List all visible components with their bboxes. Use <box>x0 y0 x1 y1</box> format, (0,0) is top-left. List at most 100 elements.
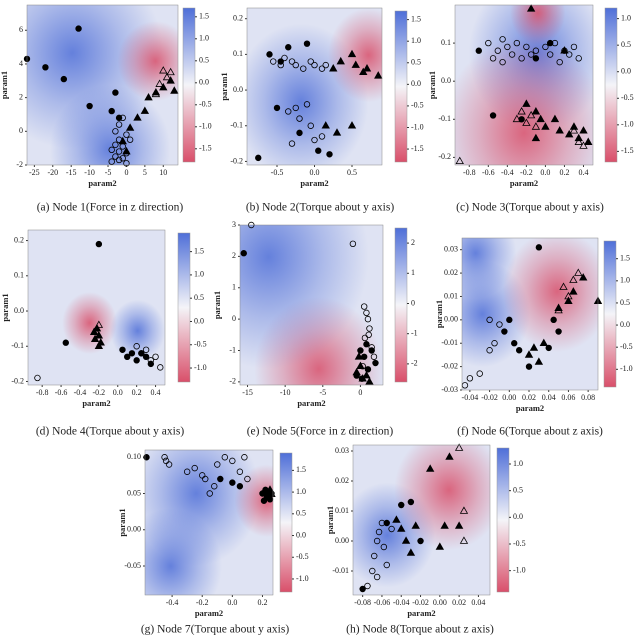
colorbar-tick-label: -1.0 <box>194 363 207 372</box>
plot-frame <box>27 229 166 386</box>
y-tick-label: 0.10 <box>127 452 141 461</box>
point <box>123 160 130 167</box>
colorbar-tick-label: -1.0 <box>620 364 633 373</box>
colorbar <box>182 7 196 163</box>
y-tick-label: 0.05 <box>127 488 141 497</box>
point <box>545 344 552 352</box>
y-tick-label: 3 <box>232 220 236 229</box>
point <box>512 114 522 123</box>
point <box>202 475 209 483</box>
point <box>363 341 370 348</box>
point <box>217 475 224 483</box>
x-tick-label: -0.8 <box>463 168 476 177</box>
y-axis-label: param1 <box>325 506 335 534</box>
point <box>229 457 236 465</box>
x-tick-label: -0.06 <box>374 598 391 607</box>
field-blob <box>510 5 566 45</box>
point <box>373 573 381 581</box>
y-axis-label: param1 <box>219 72 229 100</box>
point <box>555 328 562 335</box>
field-blob <box>117 21 178 101</box>
point <box>569 126 579 134</box>
colorbar-tick-label: 1.0 <box>411 36 421 45</box>
colorbar-tick-label: 0.0 <box>194 316 204 325</box>
colorbar <box>177 232 191 383</box>
y-tick-label: -0.1 <box>438 114 451 123</box>
point <box>359 67 368 76</box>
y-tick-label: 0.03 <box>444 245 458 254</box>
contour-field <box>28 230 165 385</box>
point <box>550 316 557 324</box>
point <box>311 136 318 144</box>
point <box>454 521 464 529</box>
point <box>486 316 493 324</box>
caption: (a) Node 1(Force in z direction) <box>37 202 184 214</box>
y-axis-label: param1 <box>0 293 10 321</box>
x-tick-label: -0.02 <box>412 598 429 607</box>
point <box>365 377 374 385</box>
y-tick-label: -2 <box>16 160 23 169</box>
point <box>569 287 578 295</box>
point <box>142 346 150 353</box>
point <box>303 101 311 108</box>
x-tick-label: -0.4 <box>74 388 87 397</box>
point <box>515 347 523 354</box>
point <box>459 536 469 544</box>
y-tick-label: 0.1 <box>14 271 24 280</box>
point <box>369 567 376 575</box>
point <box>157 364 164 371</box>
x-axis-label: param2 <box>407 608 435 618</box>
colorbar-tick-label: 1.0 <box>621 13 631 22</box>
y-axis-label: param1 <box>0 71 9 99</box>
point <box>575 55 582 62</box>
point <box>522 99 531 107</box>
colorbar-tick-label: -1.0 <box>411 122 424 131</box>
point <box>296 129 303 137</box>
x-tick-label: -5 <box>319 388 326 397</box>
y-tick-label: 0.01 <box>335 506 349 515</box>
colorbar-tick-label: -2 <box>411 359 418 368</box>
point <box>352 367 361 376</box>
point <box>526 110 536 119</box>
plot-frame <box>352 444 491 596</box>
point <box>281 54 288 62</box>
x-tick-label: -0.6 <box>55 388 68 397</box>
colorbar-tick-label: 1 <box>411 268 415 277</box>
contour-field <box>145 450 273 595</box>
point <box>570 43 578 51</box>
point <box>332 128 342 136</box>
point <box>112 89 119 96</box>
point <box>368 347 375 354</box>
point <box>166 67 175 76</box>
point <box>476 370 483 377</box>
point <box>504 43 511 51</box>
colorbar-tick-label: 1.0 <box>194 270 204 279</box>
colorbar <box>496 447 510 593</box>
colorbar-tick-label: 0.5 <box>513 485 523 494</box>
colorbar-tick-label: 2 <box>411 238 415 247</box>
colorbar-tick-label: 1.5 <box>411 14 421 23</box>
point <box>365 331 372 339</box>
point <box>236 483 244 490</box>
colorbar-tick-label: -0.5 <box>411 101 424 110</box>
field-blob <box>62 292 118 354</box>
colorbar <box>394 227 408 383</box>
colorbar-tick-label: 0.0 <box>296 530 306 539</box>
y-tick-label: -0.2 <box>438 152 451 161</box>
point <box>398 501 405 509</box>
point <box>539 338 548 347</box>
colorbar-tick-label: 1.5 <box>620 254 630 263</box>
point <box>307 122 314 129</box>
point <box>62 339 69 346</box>
x-tick-label: -0.08 <box>354 598 371 607</box>
y-tick-label: 2 <box>19 92 23 101</box>
point <box>579 141 588 149</box>
point <box>546 39 554 47</box>
x-tick-label: -0.2 <box>93 388 106 397</box>
x-tick-label: -0.04 <box>393 598 410 607</box>
point <box>147 357 155 364</box>
point <box>555 126 564 134</box>
point <box>541 122 550 130</box>
colorbar-tick-label: 1.0 <box>296 487 306 496</box>
